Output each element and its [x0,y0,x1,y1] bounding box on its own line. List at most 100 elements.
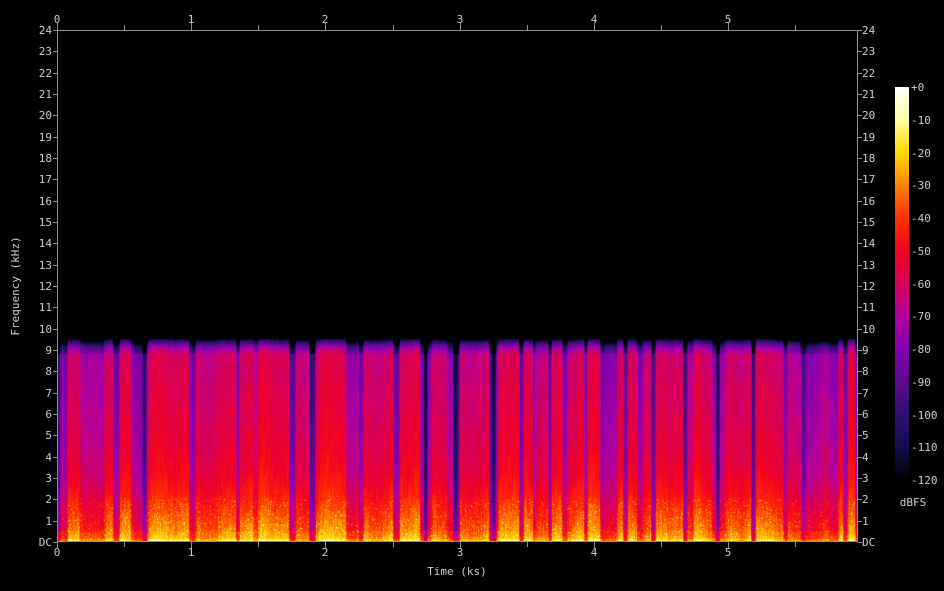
x-axis-tick-top [325,23,326,30]
y-axis-tick-right [858,73,862,74]
x-axis-minor-tick-bottom [795,542,796,547]
y-axis-tick-left [53,371,57,372]
y-axis-tick-left [53,265,57,266]
x-axis-tick-label-top: 2 [321,13,329,26]
x-axis-minor-tick-bottom [393,542,394,547]
y-axis-tick-left [53,222,57,223]
x-axis-tick-bottom [460,542,461,548]
y-axis-tick-label-left: 22 [38,67,52,80]
y-axis-tick-label-left: 18 [38,152,52,165]
y-axis-tick-left [53,393,57,394]
y-axis-tick-label-right: 2 [862,493,869,506]
y-axis-tick-label-left: 12 [38,280,52,293]
colorbar-tick-label: -10 [911,114,931,127]
colorbar-tick-label: +0 [911,81,925,94]
x-axis-tick-bottom [57,542,58,548]
y-axis-tick-label-right: 8 [862,365,869,378]
y-axis-tick-right [858,457,862,458]
x-axis-minor-tick-bottom [527,542,528,547]
colorbar-tick-label: -90 [911,376,931,389]
x-axis-tick-label-bottom: 2 [321,546,329,559]
y-axis-tick-right [858,137,862,138]
y-axis-tick-label-left: 14 [38,237,52,250]
y-axis-tick-label-right: 16 [862,195,876,208]
y-axis-tick-right [858,542,862,543]
y-axis-tick-left [53,435,57,436]
y-axis-tick-label-left: 23 [38,45,52,58]
y-axis-tick-right [858,179,862,180]
y-axis-tick-right [858,243,862,244]
y-axis-tick-right [858,286,862,287]
y-axis-tick-label-right: 7 [862,387,869,400]
colorbar-gradient [895,87,909,480]
colorbar-tick-label: -60 [911,278,931,291]
y-axis-tick-right [858,158,862,159]
y-axis-tick-label-left: 6 [45,408,52,421]
y-axis-tick-right [858,499,862,500]
colorbar-tick-label: -30 [911,179,931,192]
x-axis-tick-label-top: 4 [590,13,598,26]
x-axis-minor-tick-top [258,25,259,30]
colorbar-tick-label: -50 [911,245,931,258]
y-axis-tick-label-left: 2 [45,493,52,506]
x-axis-minor-tick-bottom [258,542,259,547]
spectrogram-heatmap [57,30,858,542]
y-axis-tick-left [53,51,57,52]
y-axis-tick-left [53,414,57,415]
colorbar-title: dBFS [899,496,927,509]
x-axis-tick-label-bottom: 5 [724,546,732,559]
y-axis-tick-label-left: 7 [45,387,52,400]
y-axis-tick-label-left: 4 [45,451,52,464]
y-axis-tick-left [53,350,57,351]
y-axis-tick-right [858,30,862,31]
x-axis-minor-tick-top [661,25,662,30]
y-axis-tick-left [53,73,57,74]
y-axis-tick-right [858,329,862,330]
y-axis-tick-label-left: 13 [38,259,52,272]
x-axis-minor-tick-top [795,25,796,30]
x-axis-tick-label-bottom: 3 [456,546,464,559]
y-axis-tick-right [858,371,862,372]
x-axis-tick-label-bottom: 1 [187,546,195,559]
y-axis-tick-label-right: 21 [862,88,876,101]
y-axis-tick-left [53,329,57,330]
colorbar-tick-label: -100 [911,409,938,422]
y-axis-tick-label-left: 10 [38,323,52,336]
x-axis-tick-label-top: 3 [456,13,464,26]
x-axis-minor-tick-bottom [661,542,662,547]
y-axis-tick-label-left: 9 [45,344,52,357]
y-axis-tick-label-left: DC [38,536,52,549]
y-axis-tick-left [53,179,57,180]
y-axis-tick-right [858,393,862,394]
colorbar-tick-label: -80 [911,343,931,356]
y-axis-tick-label-right: 12 [862,280,876,293]
x-axis-tick-top [191,23,192,30]
y-axis-tick-left [53,158,57,159]
y-axis-title: Frequency (kHz) [9,236,22,336]
y-axis-tick-label-left: 8 [45,365,52,378]
y-axis-tick-right [858,478,862,479]
x-axis-minor-tick-top [393,25,394,30]
y-axis-tick-left [53,499,57,500]
y-axis-tick-label-left: 15 [38,216,52,229]
x-axis-tick-label-bottom: 4 [590,546,598,559]
y-axis-tick-left [53,307,57,308]
y-axis-tick-label-right: 18 [862,152,876,165]
x-axis-minor-tick-top [124,25,125,30]
x-axis-title: Time (ks) [427,565,487,578]
y-axis-tick-left [53,201,57,202]
y-axis-tick-label-right: 13 [862,259,876,272]
x-axis-tick-bottom [728,542,729,548]
x-axis-tick-label-top: 0 [53,13,61,26]
x-axis-tick-top [460,23,461,30]
y-axis-tick-right [858,414,862,415]
x-axis-minor-tick-top [527,25,528,30]
y-axis-tick-label-left: 1 [45,515,52,528]
y-axis-tick-right [858,51,862,52]
y-axis-tick-label-right: 4 [862,451,869,464]
y-axis-tick-left [53,243,57,244]
x-axis-tick-label-top: 1 [187,13,195,26]
y-axis-tick-label-right: 14 [862,237,876,250]
y-axis-tick-label-left: 16 [38,195,52,208]
